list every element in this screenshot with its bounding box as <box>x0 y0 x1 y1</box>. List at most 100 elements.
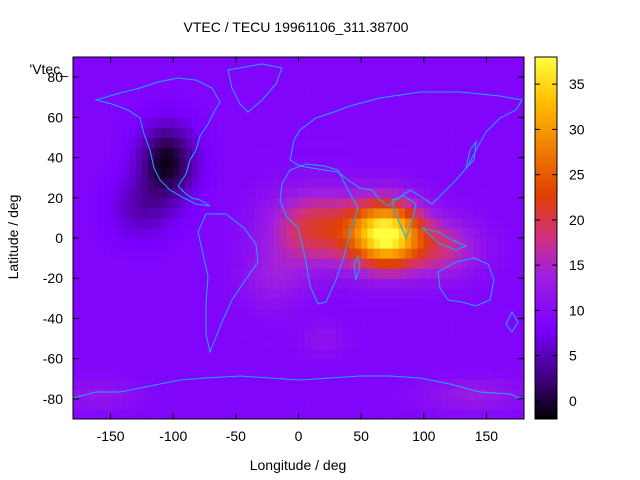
heatmap-cell <box>505 177 513 189</box>
heatmap-cell <box>492 258 500 269</box>
heatmap-cell <box>273 298 281 309</box>
heatmap-cell <box>223 288 231 299</box>
heatmap-cell <box>298 288 306 299</box>
heatmap-cell <box>210 248 218 259</box>
heatmap-cell <box>141 388 149 400</box>
heatmap-cell <box>217 348 224 360</box>
heatmap-cell <box>480 197 488 209</box>
heatmap-cell <box>342 167 350 179</box>
heatmap-cell <box>317 258 325 269</box>
heatmap-cell <box>179 408 187 419</box>
x-tick-label: -50 <box>226 428 246 444</box>
heatmap-cell <box>285 238 293 249</box>
heatmap-cell <box>217 67 224 78</box>
heatmap-cell <box>492 288 500 299</box>
heatmap-cell <box>154 248 162 259</box>
heatmap-cell <box>404 298 412 309</box>
heatmap-cell <box>436 137 444 149</box>
heatmap-cell <box>229 368 237 380</box>
heatmap-cell <box>367 318 375 330</box>
heatmap-cell <box>492 87 500 98</box>
heatmap-cell <box>235 338 243 350</box>
x-tick-label: 50 <box>353 428 369 444</box>
heatmap-cell <box>498 157 506 169</box>
heatmap-cell <box>486 67 494 78</box>
heatmap-cell <box>348 288 356 299</box>
heatmap-cell <box>235 57 243 68</box>
heatmap-cell <box>486 318 494 330</box>
heatmap-cell <box>148 177 156 189</box>
heatmap-cell <box>492 197 500 209</box>
heatmap-cell <box>91 227 99 239</box>
heatmap-cell <box>104 348 112 360</box>
heatmap-cell <box>248 348 256 360</box>
heatmap-cell <box>517 57 524 68</box>
heatmap-cell <box>254 217 262 229</box>
heatmap-cell <box>448 67 456 78</box>
heatmap-cell <box>298 398 306 410</box>
heatmap-cell <box>185 388 193 400</box>
heatmap-cell <box>317 217 325 229</box>
heatmap-cell <box>348 217 356 229</box>
heatmap-cell <box>436 328 444 340</box>
heatmap-cell <box>311 77 318 88</box>
heatmap-cell <box>192 248 199 259</box>
coastline-eurasia <box>289 91 523 207</box>
heatmap-cell <box>398 77 406 88</box>
heatmap-cell <box>317 127 325 139</box>
heatmap-cell <box>379 318 387 330</box>
heatmap-cell <box>467 378 475 390</box>
heatmap-cell <box>154 268 162 279</box>
heatmap-cell <box>141 187 149 199</box>
heatmap-cell <box>98 77 105 88</box>
heatmap-cell <box>204 117 212 128</box>
heatmap-cell <box>148 278 156 289</box>
heatmap-cell <box>361 238 368 249</box>
heatmap-cell <box>417 157 425 169</box>
heatmap-cell <box>298 67 306 78</box>
heatmap-cell <box>110 378 118 390</box>
heatmap-cell <box>192 268 199 279</box>
heatmap-cell <box>517 117 524 128</box>
heatmap-cell <box>367 358 375 370</box>
heatmap-cell <box>467 318 475 330</box>
heatmap-cell <box>348 227 356 239</box>
heatmap-cell <box>123 177 130 189</box>
heatmap-cell <box>267 137 275 149</box>
heatmap-cell <box>204 358 212 370</box>
heatmap-cell <box>91 167 99 179</box>
heatmap-cell <box>348 348 356 360</box>
heatmap-cell <box>517 207 524 219</box>
heatmap-cell <box>323 227 331 239</box>
heatmap-cell <box>511 167 519 179</box>
coastline-japan <box>465 140 477 170</box>
heatmap-cell <box>229 318 237 330</box>
heatmap-cell <box>392 368 400 380</box>
heatmap-cell <box>386 248 394 259</box>
heatmap-cell <box>436 258 444 269</box>
heatmap-cell <box>505 227 513 239</box>
heatmap-cell <box>217 157 224 169</box>
heatmap-cell <box>235 137 243 149</box>
heatmap-cell <box>229 278 237 289</box>
heatmap-cell <box>486 57 494 68</box>
heatmap-cell <box>223 157 231 169</box>
heatmap-cell <box>73 368 80 380</box>
heatmap-cell <box>129 238 137 249</box>
heatmap-cell <box>141 87 149 98</box>
heatmap-cell <box>123 238 130 249</box>
heatmap-cell <box>235 358 243 370</box>
heatmap-cell <box>298 308 306 320</box>
heatmap-cell <box>473 248 481 259</box>
heatmap-cell <box>254 187 262 199</box>
heatmap-cell <box>317 338 325 350</box>
heatmap-cell <box>442 288 450 299</box>
heatmap-cell <box>254 87 262 98</box>
heatmap-cell <box>442 348 450 360</box>
heatmap-cell <box>135 238 143 249</box>
heatmap-cell <box>373 97 381 108</box>
heatmap-cell <box>123 147 130 159</box>
heatmap-cell <box>260 187 268 199</box>
heatmap-cell <box>242 268 249 279</box>
heatmap-cell <box>354 107 362 118</box>
